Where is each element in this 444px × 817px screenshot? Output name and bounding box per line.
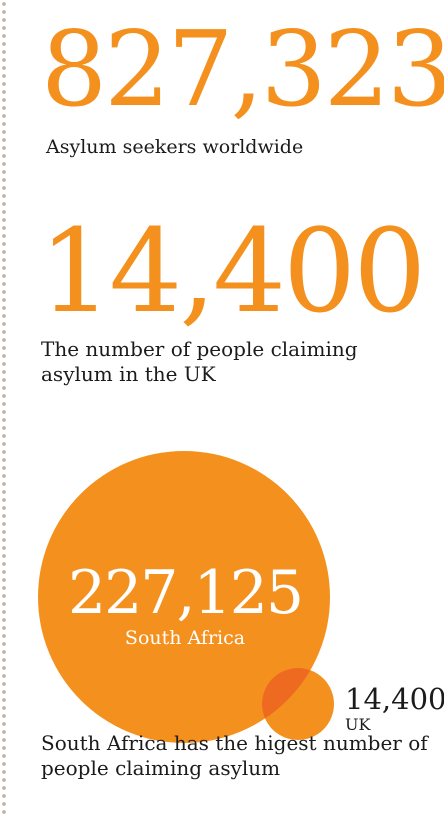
uk-count: 14,400	[39, 205, 426, 339]
uk-caption: The number of people claiming asylum in …	[41, 337, 358, 386]
south-africa-bubble	[38, 451, 330, 743]
dotted-divider	[0, 0, 8, 817]
worldwide-count: 827,323	[41, 8, 444, 130]
south-africa-label: South Africa	[124, 627, 246, 649]
uk-bubble-label: UK	[345, 715, 371, 734]
south-africa-value: 227,125	[67, 558, 304, 628]
footer-caption: South Africa has the higest number of pe…	[41, 731, 428, 780]
uk-bubble-value: 14,400	[345, 682, 444, 716]
worldwide-caption: Asylum seekers worldwide	[46, 136, 304, 158]
